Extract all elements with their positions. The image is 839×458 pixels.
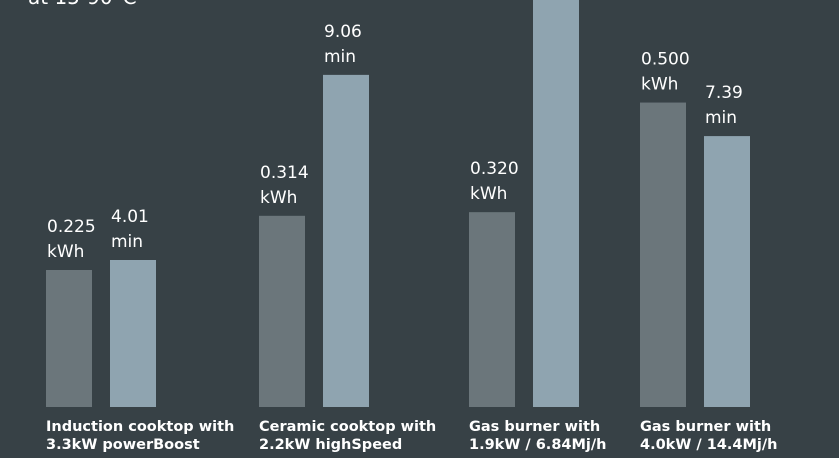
bar-energy-2 xyxy=(469,212,515,407)
bar-time-0 xyxy=(110,260,156,407)
data-label-unit: min xyxy=(324,47,356,67)
data-label-value: 0.314 xyxy=(260,163,309,183)
data-label-value: 0.225 xyxy=(47,217,96,237)
bar-time-2 xyxy=(533,0,579,407)
category-label-line: Induction cooktop with xyxy=(46,419,234,435)
data-label-unit: kWh xyxy=(641,75,678,95)
category-label-line: 2.2kW highSpeed xyxy=(259,437,402,453)
data-label-value: 0.500 xyxy=(641,50,690,70)
category-label-line: Ceramic cooktop with xyxy=(259,419,436,435)
data-label-unit: kWh xyxy=(260,188,297,208)
category-label-line: Gas burner with xyxy=(469,419,600,435)
bar-time-1 xyxy=(323,74,369,408)
data-label-value: 9.06 xyxy=(324,22,362,42)
data-label-unit: min xyxy=(111,232,143,252)
category-label-line: 1.9kW / 6.84Mj/h xyxy=(469,437,607,453)
category-label-line: Gas burner with xyxy=(640,419,771,435)
bar-energy-1 xyxy=(259,215,305,407)
data-label-value: 4.01 xyxy=(111,207,149,227)
data-label-value: 7.39 xyxy=(705,83,743,103)
data-label-unit: min xyxy=(705,108,737,128)
data-label-unit: kWh xyxy=(47,242,84,262)
bar-energy-0 xyxy=(46,270,92,407)
bar-energy-3 xyxy=(640,102,686,408)
bar-time-3 xyxy=(704,136,750,407)
data-label-value: 0.320 xyxy=(470,159,519,179)
data-label-unit: kWh xyxy=(470,184,507,204)
chart-title: at 15-90°C xyxy=(28,0,137,9)
category-label-line: 4.0kW / 14.4Mj/h xyxy=(640,437,778,453)
category-label-line: 3.3kW powerBoost xyxy=(46,437,200,453)
